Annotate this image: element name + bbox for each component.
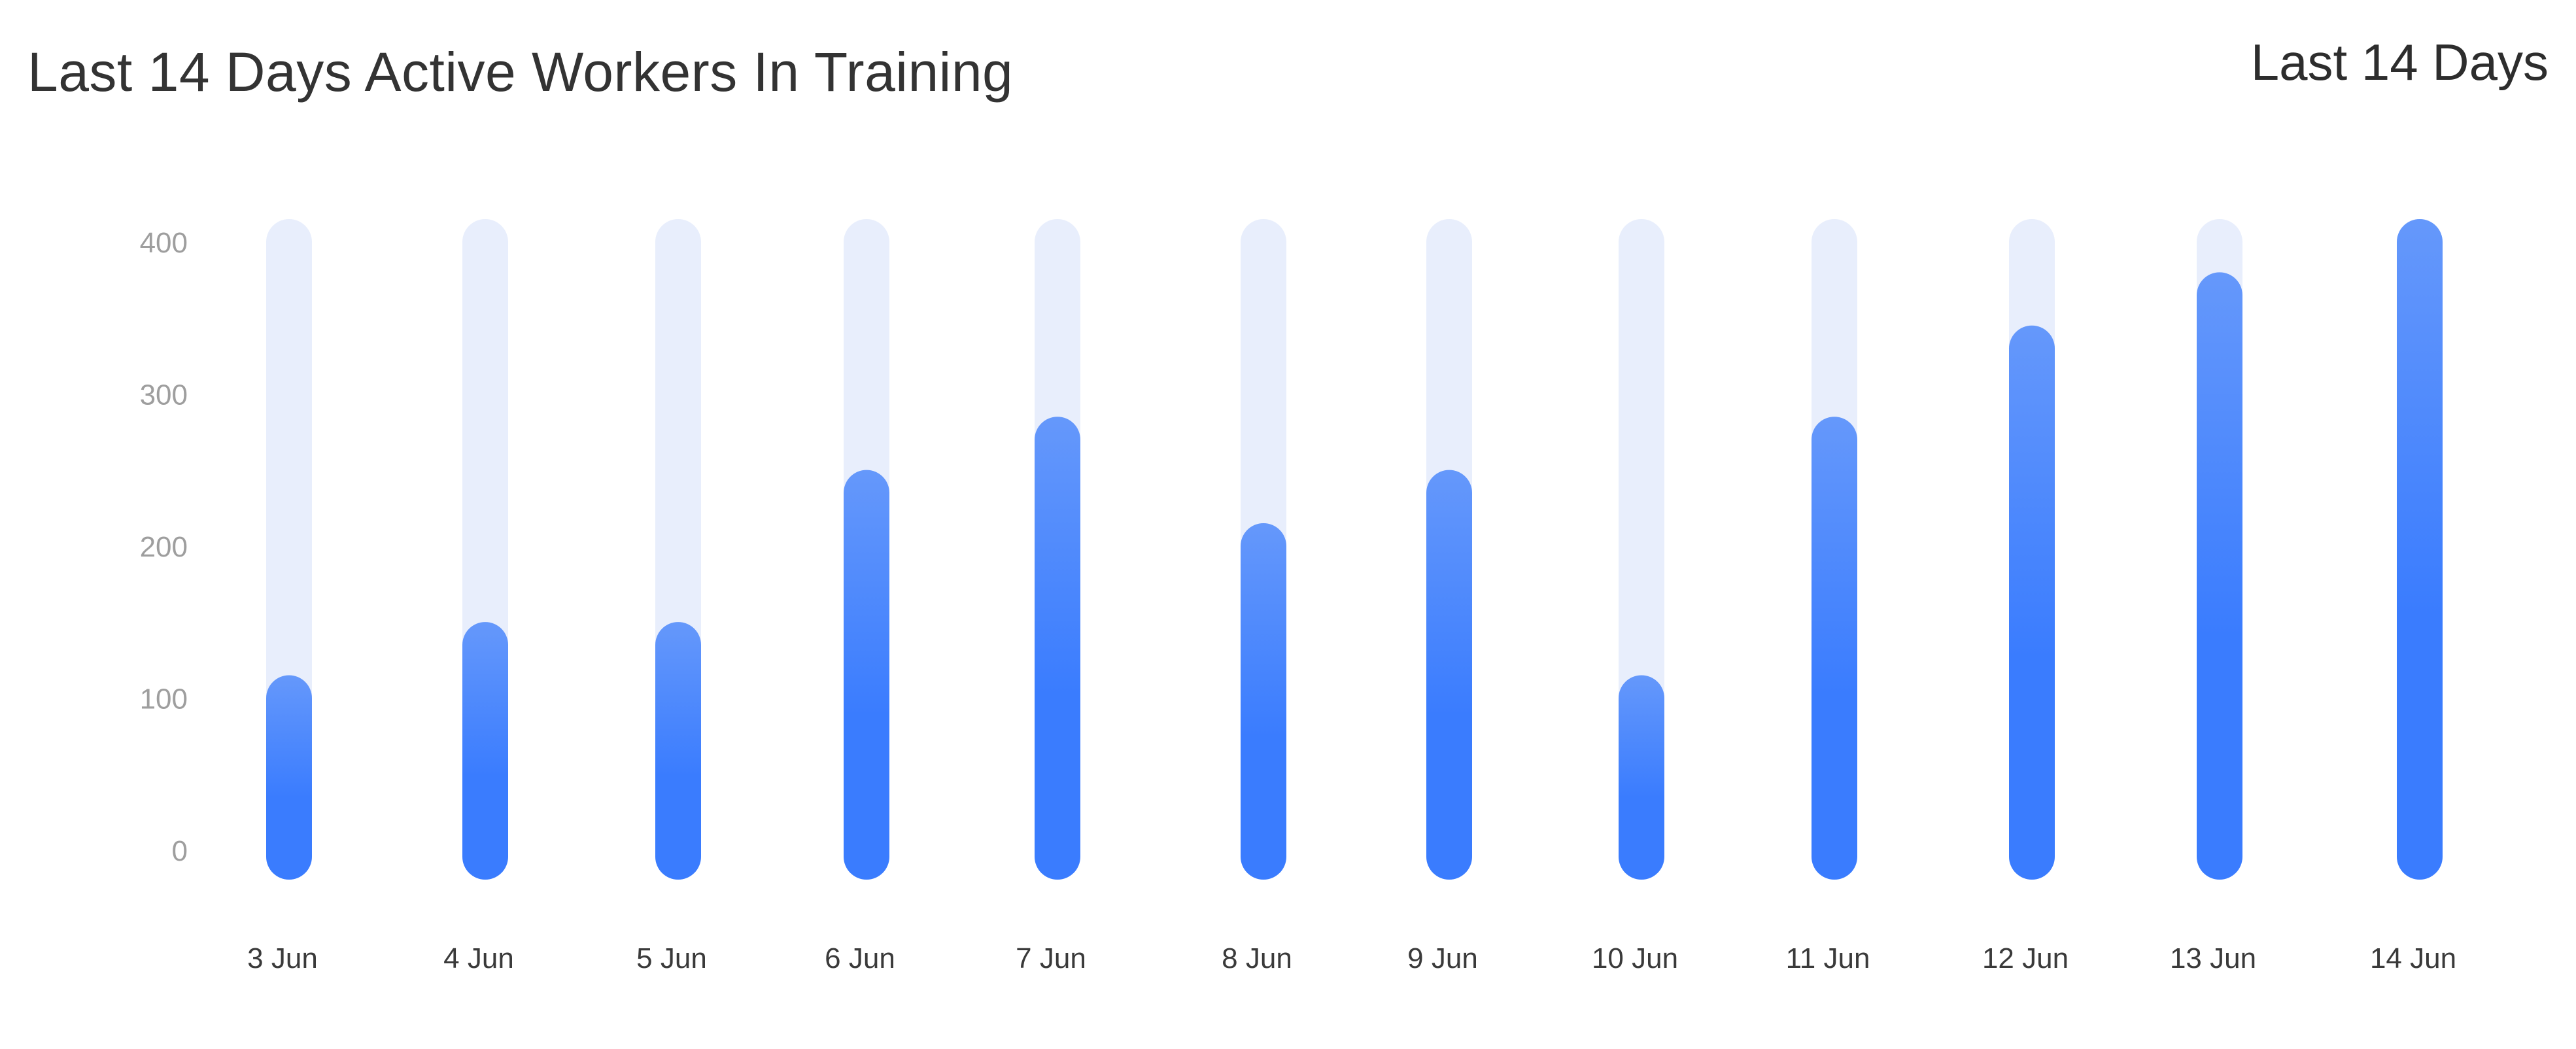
bar[interactable] (266, 675, 312, 880)
bar[interactable] (1241, 523, 1286, 880)
x-tick-label: 10 Jun (1592, 942, 1678, 974)
x-tick-label: 7 Jun (1016, 942, 1086, 974)
x-tick-label: 6 Jun (825, 942, 895, 974)
x-tick-label: 4 Jun (443, 942, 514, 974)
x-tick-label: 9 Jun (1407, 942, 1478, 974)
x-tick-label: 13 Jun (2170, 942, 2256, 974)
x-tick-label: 11 Jun (1786, 942, 1870, 974)
chart-title: Last 14 Days Active Workers In Training (27, 41, 1014, 103)
bar[interactable] (844, 470, 889, 880)
y-tick-label: 0 (172, 835, 188, 867)
bar[interactable] (1035, 417, 1080, 880)
y-tick-label: 200 (140, 531, 188, 563)
bar[interactable] (1426, 470, 1472, 880)
x-tick-label: 3 Jun (247, 942, 318, 974)
y-axis: 0 100 200 300 400 (140, 227, 188, 867)
date-range-selector[interactable]: Last 14 Days (2250, 33, 2549, 91)
bar[interactable] (655, 622, 701, 880)
x-tick-label: 8 Jun (1222, 942, 1292, 974)
x-tick-label: 5 Jun (636, 942, 707, 974)
x-tick-label: 12 Jun (1982, 942, 2069, 974)
y-tick-label: 300 (140, 379, 188, 411)
bar[interactable] (1812, 417, 1857, 880)
bar[interactable] (2397, 219, 2443, 880)
y-tick-label: 400 (140, 227, 188, 259)
bars (266, 219, 2443, 880)
bar-tracks (266, 219, 2443, 880)
bar[interactable] (462, 622, 508, 880)
bar[interactable] (1619, 675, 1664, 880)
x-axis: 3 Jun 4 Jun 5 Jun 6 Jun 7 Jun 8 Jun 9 Jun 10 Ju… (247, 942, 2456, 974)
x-tick-label: 14 Jun (2370, 942, 2456, 974)
y-tick-label: 100 (140, 683, 188, 715)
bar[interactable] (2197, 272, 2242, 880)
bar[interactable] (2009, 325, 2055, 880)
